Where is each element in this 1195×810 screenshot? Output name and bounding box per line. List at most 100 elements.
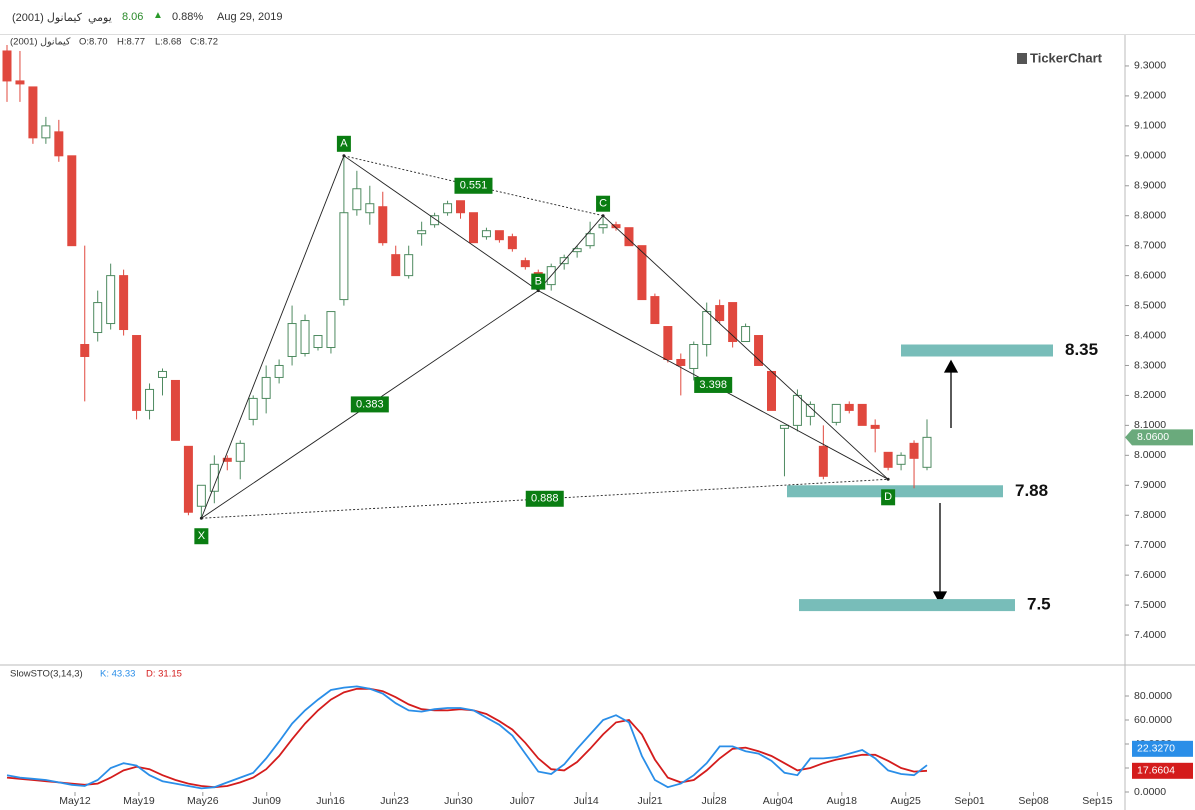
brand: TickerChart [1030, 50, 1103, 65]
candle-body [15, 80, 25, 85]
candle-body [391, 254, 401, 277]
x-tick-label: Aug04 [763, 795, 794, 807]
legend-name: كيمانول (2001) [10, 37, 71, 48]
price-tag [1125, 429, 1193, 446]
candle-body [106, 275, 116, 325]
indicator-tag-label: 17.6604 [1137, 765, 1175, 777]
y-tick-label: 8.3000 [1134, 359, 1166, 371]
y-tick-label: 0.0000 [1134, 786, 1166, 798]
top-bar: كيمانول (2001) يومي 8.06 ▲ 0.88% Aug 29,… [0, 0, 1195, 35]
candle-body [170, 379, 180, 441]
candle-body [870, 424, 880, 429]
ratio-label: 0.551 [460, 180, 488, 192]
candle-body [287, 323, 297, 357]
point-label: A [340, 138, 348, 150]
y-tick-label: 8.4000 [1134, 329, 1166, 341]
candle-body [896, 454, 906, 465]
pattern-line [200, 155, 345, 519]
candle-body [494, 230, 504, 241]
x-tick-label: Jun30 [444, 795, 473, 807]
candle-body [119, 275, 129, 331]
candle-body [443, 203, 453, 214]
candle-body [507, 236, 517, 250]
ratio-label: 3.398 [699, 379, 727, 391]
y-tick-label: 80.0000 [1134, 690, 1172, 702]
candle-body [28, 86, 38, 139]
candle-body [844, 403, 854, 411]
y-tick-label: 8.6000 [1134, 269, 1166, 281]
candle-body [689, 344, 699, 369]
indicator-tag [1132, 762, 1193, 779]
point-box [596, 195, 611, 212]
y-tick-label: 9.2000 [1134, 90, 1166, 102]
y-tick-label: 8.0000 [1134, 449, 1166, 461]
x-tick-label: May26 [187, 795, 219, 807]
x-tick-label: Aug25 [891, 795, 922, 807]
candle-body [728, 302, 738, 343]
candle-body [637, 245, 647, 301]
stoch-line [6, 685, 928, 790]
candle-body [54, 131, 64, 157]
candle-body [676, 358, 686, 366]
candle-body [650, 296, 660, 325]
candle-body [261, 376, 271, 399]
candle-body [235, 442, 245, 462]
pattern-line [602, 215, 889, 480]
y-tick-label: 60.0000 [1134, 714, 1172, 726]
ratio-label: 0.888 [531, 493, 559, 505]
ratio-box [525, 490, 564, 507]
candle-body [702, 311, 712, 346]
arrows [932, 359, 959, 605]
date: Aug 29, 2019 [217, 11, 283, 23]
pattern-point [886, 477, 890, 481]
x-tick-label: May12 [59, 795, 91, 807]
target-zone [799, 599, 1015, 612]
candle-body [598, 224, 608, 229]
candle-body [883, 451, 893, 468]
y-tick-label: 7.4000 [1134, 629, 1166, 641]
target-zone [901, 344, 1053, 357]
brand-icon [1017, 53, 1027, 64]
candle-body [715, 305, 725, 322]
candle-body [196, 484, 206, 507]
ratio-label: 0.383 [356, 398, 384, 410]
legend-close: C:8.72 [190, 37, 218, 48]
target-label: 8.35 [1065, 340, 1098, 359]
y-tick-label: 9.3000 [1134, 60, 1166, 72]
candle-body [93, 302, 103, 334]
candle-body [779, 424, 789, 429]
point-box [881, 489, 896, 506]
x-tick-label: Jun09 [252, 795, 281, 807]
point-label: X [198, 530, 206, 542]
candle-body [209, 463, 219, 492]
point-label: C [599, 198, 607, 210]
candle-body [805, 403, 815, 417]
x-tick-label: May19 [123, 795, 155, 807]
candle-body [754, 335, 764, 366]
candle-body [313, 335, 323, 349]
y-tick-label: 8.7000 [1134, 239, 1166, 251]
candle-body [2, 50, 12, 82]
y-tick-label: 8.9000 [1134, 180, 1166, 192]
candle-body [222, 457, 232, 462]
candle-body [145, 388, 155, 411]
y-tick-label: 8.2000 [1134, 389, 1166, 401]
candle-body [274, 364, 284, 378]
target-label: 7.88 [1015, 481, 1048, 500]
candle-body [326, 311, 336, 349]
y-tick-label: 9.1000 [1134, 120, 1166, 132]
y-tick-label: 7.8000 [1134, 509, 1166, 521]
candle-body [624, 227, 634, 247]
pattern-point [536, 289, 540, 293]
candle-body [404, 254, 414, 277]
x-tick-label: Jul28 [701, 795, 726, 807]
x-tick-label: Jul07 [510, 795, 535, 807]
pattern-point [199, 516, 203, 520]
candle-body [365, 203, 375, 214]
candle-body [818, 445, 828, 477]
symbol: كيمانول (2001) [12, 12, 82, 24]
legend-open: O:8.70 [79, 37, 108, 48]
candle-body [468, 212, 478, 244]
candle-body [520, 260, 530, 268]
